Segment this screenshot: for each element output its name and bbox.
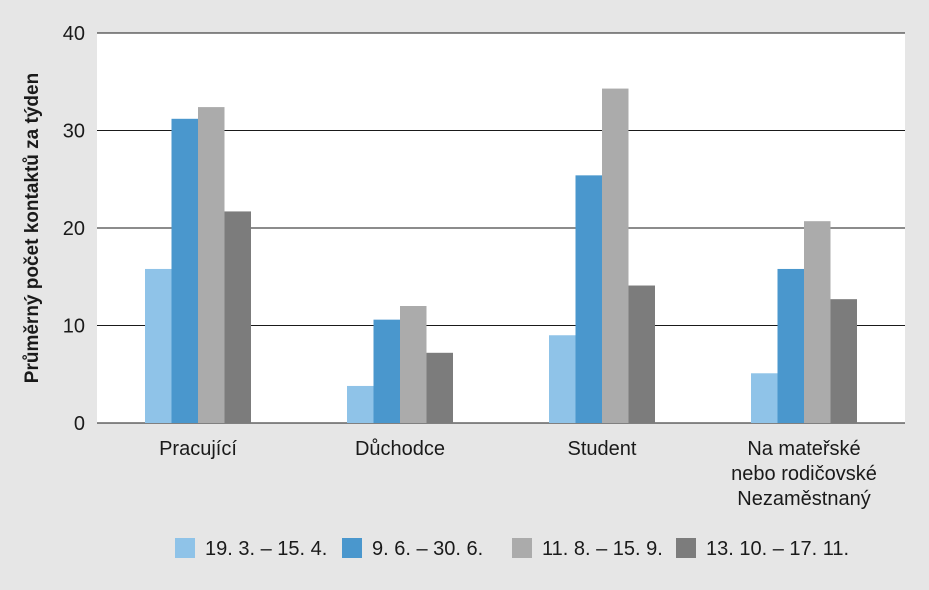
- x-category-label: Nezaměstnaný: [737, 488, 870, 510]
- legend-label: 9. 6. – 30. 6.: [372, 538, 483, 560]
- legend-label: 13. 10. – 17. 11.: [706, 538, 849, 560]
- bar: [628, 285, 655, 423]
- bar: [426, 352, 453, 423]
- y-tick-label: 10: [63, 316, 85, 338]
- bar: [804, 221, 831, 423]
- y-tick-label: 30: [63, 121, 85, 143]
- bar: [171, 118, 198, 424]
- bar: [751, 373, 778, 423]
- legend: 19. 3. – 15. 4. 9. 6. – 30. 6. 11. 8. – 15…: [175, 538, 849, 560]
- x-category-labels: Pracující Důchodce Student Na mateřské nebo …: [159, 438, 877, 510]
- x-category-label: Pracující: [159, 438, 237, 460]
- bar: [400, 306, 427, 423]
- bar: [373, 319, 400, 423]
- bar: [575, 175, 602, 423]
- x-category-label: Na mateřské: [747, 438, 860, 460]
- bar: [198, 107, 225, 423]
- legend-swatch: [175, 538, 195, 558]
- legend-swatch: [342, 538, 362, 558]
- y-tick-labels: 0 10 20 30 40: [63, 23, 85, 435]
- bar: [830, 299, 857, 423]
- y-tick-label: 0: [74, 413, 85, 435]
- bar: [224, 211, 251, 423]
- legend-label: 11. 8. – 15. 9.: [542, 538, 663, 560]
- y-tick-label: 40: [63, 23, 85, 45]
- bar: [777, 268, 804, 423]
- bar: [602, 88, 629, 423]
- bar: [549, 335, 576, 423]
- y-axis-label: Průměrný počet kontaktů za týden: [22, 73, 43, 383]
- legend-label: 19. 3. – 15. 4.: [205, 538, 327, 560]
- x-category-label: nebo rodičovské: [731, 463, 877, 485]
- bar: [145, 268, 172, 423]
- bar: [347, 385, 374, 423]
- legend-swatch: [512, 538, 532, 558]
- bars-group: [145, 88, 857, 424]
- y-tick-label: 20: [63, 218, 85, 240]
- x-category-label: Student: [568, 438, 637, 460]
- x-category-label: Důchodce: [355, 438, 445, 460]
- legend-swatch: [676, 538, 696, 558]
